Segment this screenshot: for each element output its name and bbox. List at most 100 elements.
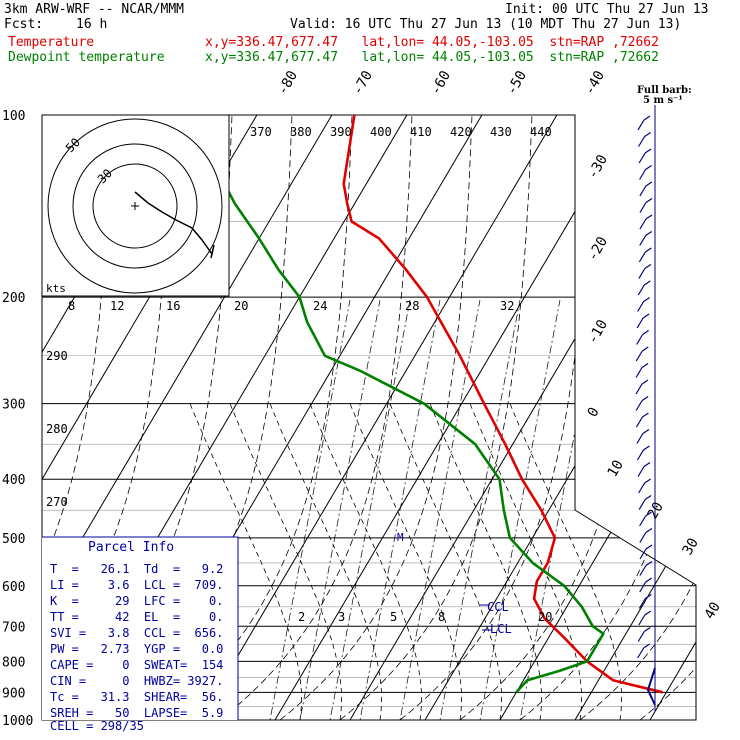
temperature-tick-label: -10: [585, 317, 612, 347]
fcst-label: Fcst:: [4, 17, 44, 32]
wind-barb: [638, 247, 652, 263]
hodograph-ring-inner: [92, 163, 178, 249]
theta-tick-label: 420: [450, 125, 472, 139]
moist-adiabat: [429, 403, 543, 720]
parcel-row: LI = 3.6 LCL = 709.: [50, 578, 224, 592]
mixing-ratio-line: [439, 299, 521, 720]
moist-adiabat: [509, 403, 623, 720]
wind-barb: [639, 181, 653, 197]
wind-barb: [637, 462, 651, 477]
fcst-value: 16 h: [76, 17, 108, 32]
wind-barb: [638, 478, 651, 494]
wind-barb: [635, 379, 649, 395]
parcel-row: SVI = 3.8 CCL = 656.: [50, 626, 224, 640]
theta-tick-label: 430: [490, 125, 512, 139]
hodograph-origin: [131, 202, 139, 210]
temperature-tick-label: -40: [582, 68, 609, 98]
pressure-tick-label: 600: [2, 580, 25, 595]
temperature-tick-label: -20: [585, 234, 612, 264]
wind-barb: [635, 346, 649, 362]
temperature-tick-label: 40: [702, 599, 724, 622]
isotherm: [424, 115, 696, 720]
lower-mixing-tick-label: 20: [538, 610, 552, 624]
mixing-ratio-line: [329, 299, 411, 720]
dewpoint-location: x,y=336.47,677.47 lat,lon= 44.05,-103.05…: [205, 50, 659, 65]
isotherm: [725, 115, 740, 720]
wind-barb: [637, 627, 651, 642]
pressure-tick-label: 100: [2, 109, 25, 124]
moist-adiabat: [189, 403, 303, 720]
theta-tick-label: 400: [370, 125, 392, 139]
wind-barb: [637, 280, 651, 296]
dry-adiabat: [339, 115, 533, 720]
wind-barb: [646, 667, 656, 706]
pressure-tick-label: 800: [2, 655, 25, 670]
model-title: 3km ARW-WRF -- NCAR/MMM: [4, 2, 185, 17]
temperature-tick-label: -70: [350, 68, 377, 98]
dry-adiabat: [219, 115, 413, 720]
theta-tick-label: 370: [250, 125, 272, 139]
mixing-ratio-tick-label: 12: [110, 299, 124, 313]
wind-barb: [638, 594, 652, 609]
dry-adiabat: [159, 115, 353, 720]
wind-barb: [639, 544, 653, 560]
isotherm: [649, 115, 696, 720]
parcel-level-ticks: [480, 604, 492, 631]
pressure-tick-label: 400: [2, 473, 25, 488]
theta-tick-label: 380: [290, 125, 312, 139]
theta-tick-label: 410: [410, 125, 432, 139]
wind-barb: [638, 132, 651, 147]
temperature-location: x,y=336.47,677.47 lat,lon= 44.05,-103.05…: [205, 35, 659, 50]
temperature-tick-label: 10: [605, 457, 627, 480]
moist-adiabat: [349, 403, 463, 720]
barb-scale-label: Full barb:: [637, 85, 692, 96]
parcel-row: CAPE = 0 SWEAT= 154: [50, 658, 224, 672]
mixing-ratio-line: [359, 299, 441, 720]
wind-barb: [639, 528, 653, 543]
mixing-ratio-line: [269, 299, 351, 720]
temperature-legend: Temperature: [8, 35, 95, 50]
pressure-tick-label: 200: [2, 291, 25, 306]
mixing-ratio-tick-label: 32: [500, 299, 514, 313]
parcel-row: CIN = 0 HWBZ= 3927.: [50, 674, 224, 688]
wind-barb: [635, 396, 649, 411]
theta-left-tick-label: 280: [46, 422, 68, 436]
temperature-tick-label: -50: [504, 68, 531, 98]
hodograph-unit: kts: [46, 282, 66, 295]
hodograph-ring-middle: [72, 143, 198, 269]
wind-barb: [639, 231, 653, 246]
mixing-ratio-line: [519, 299, 601, 720]
init-time: Init: 00 UTC Thu 27 Jun 13: [505, 2, 709, 17]
temperature-tick-label: 30: [680, 535, 702, 558]
lower-mixing-tick-label: 5: [390, 610, 397, 624]
mixing-ratio-line: [479, 299, 561, 720]
wind-barb: [636, 445, 650, 461]
pressure-tick-label: 1000: [2, 714, 33, 729]
lower-mixing-tick-label: 8: [438, 610, 445, 624]
temperature-tick-label: 0: [585, 405, 603, 420]
wind-barb: [638, 495, 652, 510]
parcel-row: Tc = 31.3 SHEAR= 56.: [50, 690, 224, 704]
moist-adiabat: [269, 403, 383, 720]
valid-time: Valid: 16 UTC Thu 27 Jun 13 (10 MDT Thu …: [290, 17, 682, 32]
theta-tick-label: 390: [330, 125, 352, 139]
parcel-row: SREH = 50 LAPSE= 5.9: [50, 706, 224, 720]
parcel-row: CELL = 298/35: [50, 719, 144, 733]
isotherm: [42, 115, 333, 720]
theta-tick-label: 440: [530, 125, 552, 139]
isotherm: [574, 115, 696, 720]
pressure-tick-label: 900: [2, 686, 25, 701]
parcel-row: T = 26.1 Td = 9.2: [50, 562, 224, 576]
moist-adiabat: [469, 403, 583, 720]
sounding-profiles: [195, 115, 663, 694]
temperature-tick-label: 20: [645, 499, 667, 522]
barb-scale-value: 5 m s⁻¹: [643, 95, 683, 106]
pressure-tick-label: 300: [2, 398, 25, 413]
isotherm: [499, 115, 696, 720]
wind-barb: [638, 148, 652, 164]
wind-barb: [637, 115, 651, 131]
mixing-ratio-line: [399, 299, 481, 720]
ccl-label: CCL: [487, 600, 509, 614]
wind-barb: [638, 264, 652, 279]
